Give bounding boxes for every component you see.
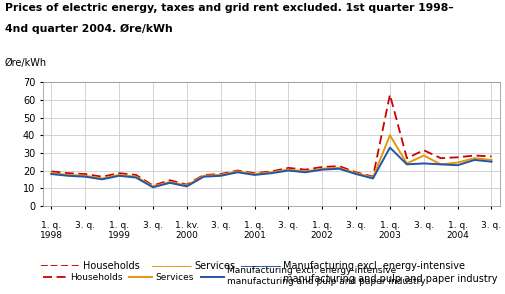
Text: Prices of electric energy, taxes and grid rent excluded. 1st quarter 1998–: Prices of electric energy, taxes and gri… [5,3,454,13]
Text: 3. q.: 3. q. [278,221,298,230]
Text: 1. q.
1998: 1. q. 1998 [40,221,63,240]
Text: 3. q.: 3. q. [211,221,231,230]
Text: 1. q.
2003: 1. q. 2003 [378,221,401,240]
Text: manufacturing and pulp and paper industry: manufacturing and pulp and paper industr… [283,274,497,284]
Legend: Households, Services, Manufacturing excl. energy-intensive
manufacturing and pul: Households, Services, Manufacturing excl… [40,263,430,290]
Text: Manufacturing excl. energy-intensive: Manufacturing excl. energy-intensive [283,261,465,271]
Text: 1. kv.
2000: 1. kv. 2000 [175,221,199,240]
Text: Øre/kWh: Øre/kWh [4,58,46,68]
Text: ─ ─ ─ ─: ─ ─ ─ ─ [40,261,79,271]
Text: 1. q.
2004: 1. q. 2004 [446,221,469,240]
Text: Services: Services [194,261,235,271]
Text: 1. q.
1999: 1. q. 1999 [108,221,131,240]
Text: 3. q.: 3. q. [414,221,434,230]
Text: 3. q.: 3. q. [75,221,95,230]
Text: 1. q.
2002: 1. q. 2002 [311,221,334,240]
Text: ──────: ────── [240,261,280,271]
Text: Households: Households [83,261,140,271]
Text: 3. q.: 3. q. [481,221,501,230]
Text: 3. q.: 3. q. [346,221,366,230]
Text: 4nd quarter 2004. Øre/kWh: 4nd quarter 2004. Øre/kWh [5,24,173,34]
Text: 3. q.: 3. q. [143,221,163,230]
Text: ──────: ────── [152,261,192,271]
Text: 1. q.
2001: 1. q. 2001 [243,221,266,240]
